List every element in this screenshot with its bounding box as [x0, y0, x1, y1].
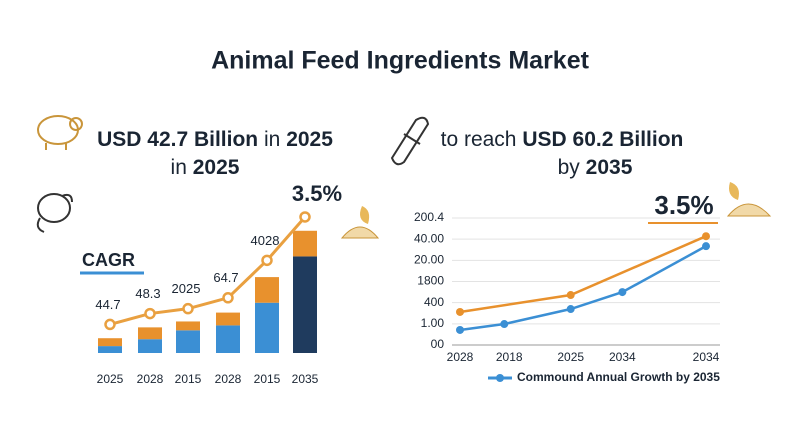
line [459, 245, 707, 332]
headline-left-2: in 2025 [171, 156, 240, 179]
y-tick-label: 1.00 [421, 316, 445, 330]
cagr-label: CAGR [82, 250, 135, 270]
headline-part: 2035 [586, 156, 633, 179]
headline-part: in [264, 128, 280, 151]
x-tick-label: 2028 [137, 372, 164, 386]
legend-label: Commound Annual Growth by 2035 [517, 370, 720, 384]
point [222, 292, 234, 304]
title: Animal Feed Ingredients Market [211, 47, 590, 75]
bar-segment [98, 346, 122, 353]
point [456, 307, 464, 316]
point [566, 291, 575, 300]
x-tick-label: 2015 [254, 372, 281, 386]
point [500, 320, 509, 329]
point [104, 318, 116, 331]
bar-segment [176, 330, 200, 353]
bar-segment [293, 230, 317, 257]
y-tick-label: 400 [424, 295, 444, 309]
headline-right-2: by 2035 [558, 156, 633, 179]
headline-part: to reach [441, 128, 517, 151]
x-tick-label: 2025 [557, 350, 584, 364]
grain-icon-left [340, 206, 380, 239]
point-label: 3.5% [292, 181, 342, 206]
right-annotation: 3.5% [654, 190, 713, 220]
grain-icon-right [726, 182, 772, 217]
point [566, 305, 575, 314]
y-tick-label: 20.00 [414, 253, 444, 267]
point-label: 44.7 [95, 297, 120, 312]
point [618, 288, 627, 297]
bar-segment [293, 256, 317, 353]
bar-segment [176, 321, 200, 331]
legend-dot [496, 374, 504, 382]
point [456, 325, 464, 334]
point [261, 254, 273, 267]
bar-segment [255, 302, 279, 353]
point-label: 2025 [172, 281, 201, 296]
bar-segment [255, 277, 279, 303]
headline-right-1: to reach USD 60.2 Billion [441, 128, 684, 151]
x-tick-label: 2028 [447, 350, 474, 364]
y-tick-label: 00 [431, 337, 445, 351]
point-label: 4028 [251, 233, 280, 248]
y-tick-label: 1800 [417, 274, 444, 288]
x-tick-label: 2015 [175, 372, 202, 386]
point-label: 48.3 [135, 286, 160, 301]
x-tick-label: 2018 [496, 350, 523, 364]
x-tick-label: 2028 [215, 372, 242, 386]
bar-segment [216, 325, 240, 353]
x-tick-label: 2035 [292, 372, 319, 386]
bar-segment [138, 339, 162, 353]
x-tick-label: 2034 [609, 350, 636, 364]
point [299, 211, 311, 223]
bar-segment [216, 312, 240, 326]
point [144, 307, 156, 320]
headline-part: 2025 [193, 156, 240, 179]
line [459, 235, 707, 314]
headline-left-1: USD 42.7 Billion in 2025 [97, 128, 333, 151]
bar-segment [138, 327, 162, 340]
y-tick-label: 40.00 [414, 231, 444, 245]
point [702, 242, 710, 251]
y-tick-label: 200.4 [414, 210, 444, 224]
x-tick-label: 2034 [693, 350, 720, 364]
point [182, 302, 194, 315]
point [702, 232, 710, 241]
sack-icon [390, 116, 430, 166]
headline-part: in [171, 156, 187, 179]
point-label: 64.7 [213, 270, 238, 285]
bar-segment [98, 338, 122, 347]
headline-part: USD 60.2 Billion [522, 128, 683, 151]
x-tick-label: 2025 [97, 372, 124, 386]
line [109, 215, 307, 326]
feed-bag-icon [36, 193, 73, 233]
headline-part: USD 42.7 Billion [97, 128, 258, 151]
headline-part: by [558, 156, 581, 179]
headline-part: 2025 [286, 128, 333, 151]
sheep-icon [37, 115, 83, 150]
